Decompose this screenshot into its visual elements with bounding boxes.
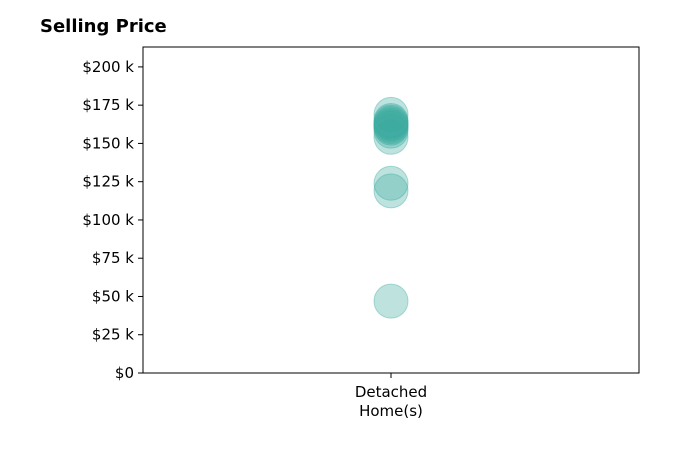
y-axis: $0 $25 k $50 k $75 k $100 k $125 k $150 k $175 …	[82, 58, 143, 382]
x-tick-label: Detached	[355, 383, 427, 401]
data-point	[373, 119, 409, 155]
y-tick-label: $100 k	[82, 211, 134, 229]
x-tick-label: Home(s)	[359, 402, 423, 420]
data-point	[373, 113, 409, 149]
data-points	[373, 96, 409, 319]
data-point	[373, 96, 409, 132]
y-tick-label: $25 k	[92, 326, 134, 344]
y-tick-label: $50 k	[92, 287, 134, 305]
data-point	[373, 173, 409, 209]
y-tick-label: $200 k	[82, 58, 134, 76]
data-point	[373, 109, 409, 145]
data-point	[373, 102, 409, 138]
data-point	[373, 104, 409, 140]
y-tick-label: $125 k	[82, 173, 134, 191]
data-point	[373, 110, 409, 146]
data-point	[373, 165, 409, 201]
data-point	[373, 107, 409, 143]
y-tick-label: $0	[115, 364, 134, 382]
y-tick-label: $75 k	[92, 249, 134, 267]
chart-title: Selling Price	[40, 16, 167, 37]
data-point	[373, 283, 409, 319]
data-point	[373, 106, 409, 142]
y-tick-label: $150 k	[82, 134, 134, 152]
plot-area-frame	[142, 46, 640, 374]
y-tick-label: $175 k	[82, 96, 134, 114]
